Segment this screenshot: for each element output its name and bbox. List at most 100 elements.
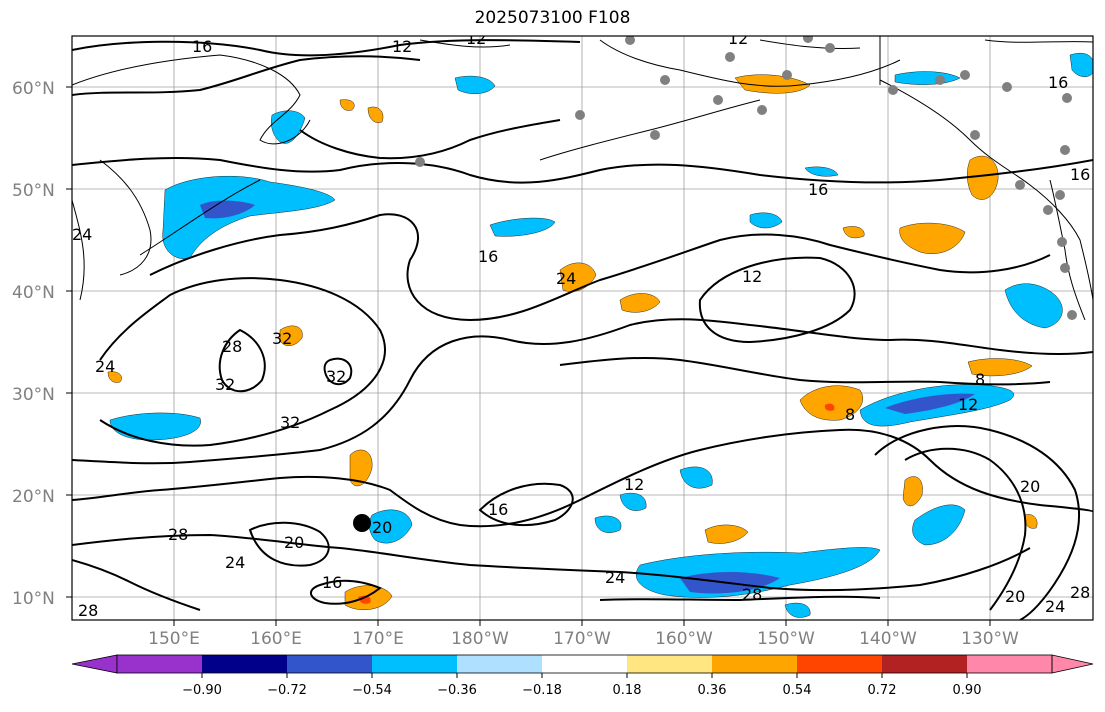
colorbar-segment	[712, 655, 797, 673]
positive-anomaly-region	[279, 325, 303, 346]
colorbar-tick-label: −0.72	[267, 683, 307, 698]
colorbar-tick-label: −0.18	[522, 683, 562, 698]
lon-tick-label: 130°W	[961, 629, 1019, 649]
lon-tick-label: 140°W	[859, 629, 917, 649]
negative-anomaly-region	[679, 466, 713, 489]
positive-anomaly-region	[107, 371, 122, 383]
colorbar-segment	[202, 655, 287, 673]
colorbar-segment	[372, 655, 457, 673]
colorbar-tick-label: 0.54	[783, 683, 812, 698]
contour-labels: 16 12 12 12 16 16 16 16 24 24 12 28 32 3…	[72, 29, 1090, 620]
negative-anomaly-region	[454, 75, 496, 94]
positive-anomaly-region	[734, 74, 811, 94]
contour-label: 28	[1070, 583, 1090, 602]
colorbar-segment	[287, 655, 372, 673]
lon-tick-label: 150°W	[757, 629, 815, 649]
lon-tick-label: 150°E	[148, 629, 200, 649]
positive-anomaly-region	[619, 293, 661, 313]
colorbar-tick-label: 0.18	[613, 683, 642, 698]
negative-anomaly-region	[804, 166, 839, 177]
contour-label: 24	[1045, 597, 1065, 616]
negative-anomaly-region	[109, 412, 201, 441]
contour-label: 16	[478, 247, 498, 266]
lat-tick-label: 10°N	[12, 589, 55, 609]
lon-tick-label: 160°E	[250, 629, 302, 649]
contour-label: 16	[192, 37, 212, 56]
colorbar-segment	[117, 655, 202, 673]
contour-label: 28	[742, 585, 762, 604]
contour-label: 8	[975, 370, 985, 389]
lat-tick-label: 40°N	[12, 283, 55, 303]
contour-label: 12	[392, 37, 412, 56]
contour-label: 32	[272, 329, 292, 348]
negative-anomaly-region	[749, 212, 783, 229]
negative-anomaly-region	[489, 217, 556, 237]
contour-label: 32	[280, 413, 300, 432]
lat-tick-label: 30°N	[12, 385, 55, 405]
contour-label: 20	[1020, 477, 1040, 496]
contour-label: 20	[372, 518, 392, 537]
positive-anomaly-region	[367, 106, 384, 123]
longitude-axis: 150°E 160°E 170°E 180°W 170°W 160°W 150°…	[148, 620, 1019, 649]
negative-anomaly-region	[1069, 52, 1093, 77]
positive-anomaly-region	[704, 524, 749, 544]
lat-tick-label: 50°N	[12, 181, 55, 201]
negative-anomaly-region	[619, 492, 647, 511]
contour-label: 24	[605, 568, 625, 587]
colorbar-tick-label: 0.72	[868, 683, 897, 698]
contour-label: 28	[168, 525, 188, 544]
contour-label: 16	[322, 573, 342, 592]
negative-anomaly-core	[885, 393, 975, 414]
colorbar-tick-label: −0.90	[182, 683, 222, 698]
contour-label: 16	[808, 180, 828, 199]
contour-label: 16	[1070, 165, 1090, 184]
lon-tick-label: 180°W	[451, 629, 509, 649]
colorbar-segment	[542, 655, 627, 673]
colorbar-segment	[627, 655, 712, 673]
positive-anomaly-core	[824, 403, 835, 411]
contour-label: 32	[215, 375, 235, 394]
contour-label: 24	[556, 269, 576, 288]
colorbar-segment	[882, 655, 967, 673]
positive-anomaly-core	[358, 595, 371, 604]
colorbar-extend-low	[71, 654, 118, 674]
negative-anomaly-region	[784, 602, 811, 618]
contour-label: 24	[72, 225, 92, 244]
negative-anomaly-core	[200, 200, 255, 219]
positive-anomaly-region	[967, 358, 1033, 377]
negative-anomaly-region	[1004, 283, 1063, 329]
contour-label: 24	[225, 553, 245, 572]
lon-tick-label: 170°W	[553, 629, 611, 649]
colorbar-segment	[457, 655, 542, 673]
contour-label: 12	[466, 29, 486, 48]
positive-anomaly-region	[339, 99, 355, 111]
positive-anomaly-region	[902, 476, 923, 507]
contour-label: 32	[326, 367, 346, 386]
positive-anomaly-region	[799, 385, 863, 421]
contour-label: 28	[222, 337, 242, 356]
contour-label: 12	[958, 395, 978, 414]
contour-label: 12	[742, 267, 762, 286]
contour-label: 16	[488, 500, 508, 519]
colorbar-segment	[797, 655, 882, 673]
positive-anomaly-region	[349, 449, 373, 487]
contour-label: 12	[728, 29, 748, 48]
station-markers	[415, 36, 1077, 320]
contour-label: 24	[95, 357, 115, 376]
colorbar-tick-label: 0.90	[953, 683, 982, 698]
lat-tick-label: 60°N	[12, 79, 55, 99]
positive-anomaly-region	[842, 226, 865, 239]
colorbar-tick-label: 0.36	[698, 683, 727, 698]
contour-label: 16	[1048, 73, 1068, 92]
contour-label: 28	[78, 601, 98, 620]
latitude-axis: 60°N 50°N 40°N 30°N 20°N 10°N	[12, 79, 72, 609]
colorbar-tick-label: −0.54	[352, 683, 392, 698]
colorbar: −0.90 −0.72 −0.54 −0.36 −0.18 0.18 0.36 …	[71, 654, 1094, 698]
contour-label: 20	[1005, 587, 1025, 606]
lat-tick-label: 20°N	[12, 487, 55, 507]
filled-contours	[107, 52, 1093, 618]
lon-tick-label: 160°W	[655, 629, 713, 649]
lon-tick-label: 170°E	[352, 629, 404, 649]
contour-label: 8	[845, 405, 855, 424]
map-title: 2025073100 F108	[474, 8, 631, 28]
